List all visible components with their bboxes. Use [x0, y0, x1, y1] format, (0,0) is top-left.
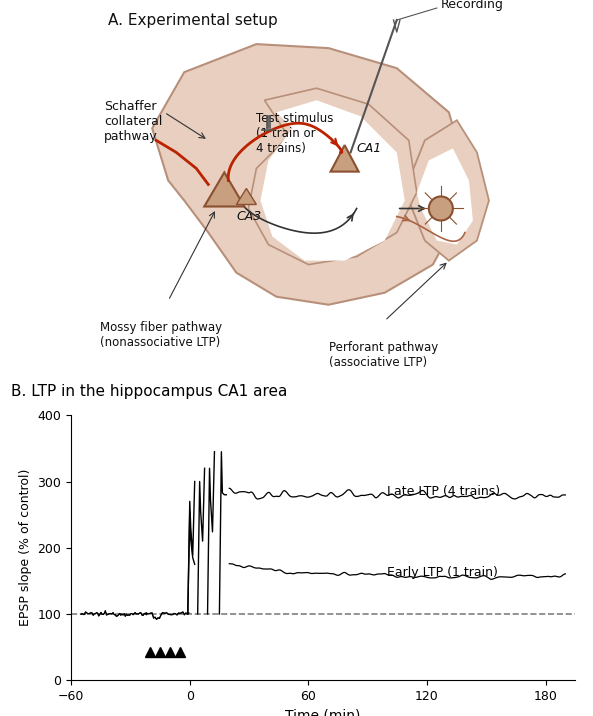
Text: Recording: Recording	[441, 0, 503, 11]
Polygon shape	[152, 44, 465, 305]
Text: Perforant pathway
(associative LTP): Perforant pathway (associative LTP)	[329, 341, 438, 369]
Y-axis label: EPSP slope (% of control): EPSP slope (% of control)	[19, 469, 32, 626]
Text: B. LTP in the hippocampus CA1 area: B. LTP in the hippocampus CA1 area	[11, 384, 287, 400]
X-axis label: Time (min): Time (min)	[285, 708, 361, 716]
Text: Schaffer
collateral
pathway: Schaffer collateral pathway	[104, 100, 162, 143]
Text: Early LTP (1 train): Early LTP (1 train)	[387, 566, 498, 579]
Polygon shape	[248, 88, 417, 265]
Text: Test stimulus
(1 train or
4 trains): Test stimulus (1 train or 4 trains)	[256, 112, 334, 155]
Text: Late LTP (4 trains): Late LTP (4 trains)	[387, 485, 500, 498]
Polygon shape	[409, 120, 489, 261]
Polygon shape	[260, 100, 405, 261]
Polygon shape	[237, 188, 256, 205]
Polygon shape	[330, 145, 359, 172]
Text: A. Experimental setup: A. Experimental setup	[108, 13, 278, 27]
Text: CA1: CA1	[356, 142, 382, 155]
Text: Mossy fiber pathway
(nonassociative LTP): Mossy fiber pathway (nonassociative LTP)	[100, 321, 222, 349]
Polygon shape	[204, 173, 244, 206]
Polygon shape	[417, 148, 473, 245]
Circle shape	[429, 196, 453, 221]
Text: CA3: CA3	[237, 210, 262, 223]
